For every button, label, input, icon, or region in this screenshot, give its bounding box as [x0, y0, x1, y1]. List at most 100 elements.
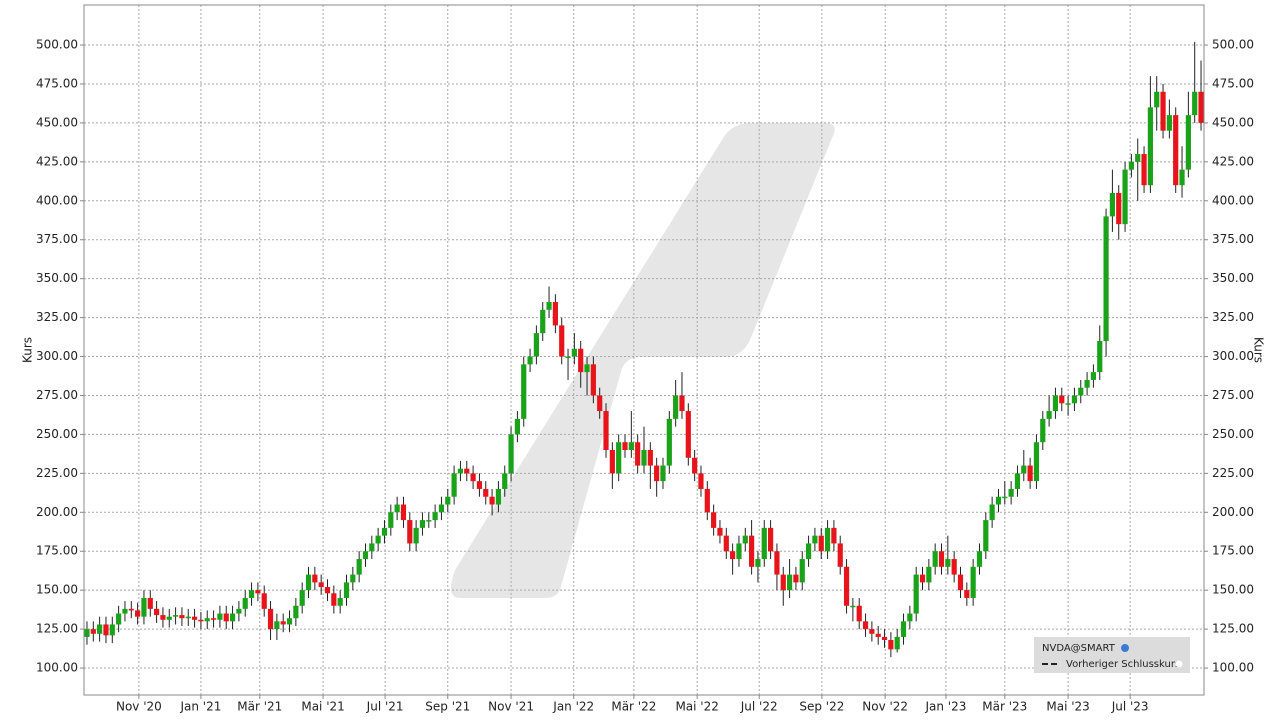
candle-body: [622, 442, 628, 450]
candle-body: [533, 333, 539, 357]
candle-body: [451, 473, 457, 497]
x-tick-label: Sep '22: [799, 700, 844, 714]
candle-body: [90, 629, 96, 634]
candle-body: [862, 621, 869, 630]
candle-body: [299, 590, 305, 606]
y-tick-label: 100.00: [36, 661, 78, 675]
y2-tick-label: 100.00: [1212, 661, 1254, 675]
candle-body: [172, 615, 179, 617]
candle-body: [1141, 154, 1147, 186]
candle-body: [1071, 395, 1078, 404]
y-axis-label: Kurs: [21, 337, 35, 363]
candle-body: [1027, 465, 1033, 482]
candle-body: [970, 566, 976, 598]
candle-body: [786, 574, 793, 591]
candle-body: [749, 535, 755, 567]
y2-tick-label: 225.00: [1212, 466, 1254, 480]
candle-body: [464, 468, 470, 474]
candle-body: [679, 395, 685, 412]
y2-tick-label: 200.00: [1212, 505, 1254, 519]
candle-body: [894, 636, 900, 650]
y-tick-label: 150.00: [36, 583, 78, 597]
candle-body: [767, 527, 774, 552]
candle-body: [337, 597, 343, 606]
candle-body: [1198, 91, 1204, 123]
candle-body: [407, 520, 413, 544]
candle-body: [476, 481, 483, 489]
candle-body: [274, 621, 280, 630]
candle-body: [913, 574, 919, 614]
candle-body: [147, 597, 153, 609]
candle-body: [1059, 395, 1065, 404]
candle-body: [793, 574, 799, 583]
candle-body: [609, 449, 615, 474]
candle-body: [723, 535, 729, 552]
candle-body: [812, 535, 818, 544]
candle-body: [647, 449, 653, 466]
candle-body: [888, 640, 894, 650]
candle-body: [926, 566, 932, 583]
candle-body: [1160, 91, 1166, 131]
candle-body: [856, 605, 862, 622]
candle-body: [900, 621, 907, 637]
candle-body: [932, 551, 938, 567]
candle-body: [831, 527, 837, 544]
candle-body: [571, 348, 577, 357]
candle-body: [1008, 488, 1014, 497]
candle-body: [426, 520, 432, 522]
candle-body: [843, 566, 850, 606]
candle-body: [356, 559, 362, 575]
y-tick-label: 425.00: [36, 154, 78, 168]
candle-body: [438, 504, 445, 513]
y-tick-label: 450.00: [36, 115, 78, 129]
candle-body: [578, 348, 584, 373]
x-tick-label: Mai '23: [1046, 700, 1089, 714]
candle-body: [1173, 115, 1179, 186]
candle-body: [1116, 192, 1122, 225]
candle-body: [369, 543, 375, 552]
x-tick-label: Mär '23: [982, 700, 1027, 714]
candle-body: [597, 395, 603, 412]
candle-body: [1014, 473, 1021, 489]
legend-box: [1034, 637, 1190, 673]
y2-tick-label: 375.00: [1212, 232, 1254, 246]
candle-body: [590, 364, 596, 396]
candle-body: [616, 442, 622, 474]
y2-tick-label: 275.00: [1212, 388, 1254, 402]
candle-body: [774, 551, 780, 575]
x-tick-label: Jan '22: [552, 700, 594, 714]
candle-body: [1166, 115, 1172, 131]
candle-body: [1040, 418, 1046, 443]
candle-body: [495, 488, 502, 505]
candle-body: [1109, 192, 1116, 217]
candle-body: [673, 395, 679, 419]
x-tick-label: Nov '20: [116, 700, 162, 714]
legend-entry: Vorheriger Schlusskurs: [1066, 659, 1180, 670]
y2-tick-label: 175.00: [1212, 544, 1254, 558]
plot-frame: [83, 4, 1205, 696]
candle-body: [97, 624, 103, 634]
y-tick-label: 500.00: [36, 38, 78, 52]
candle-body: [875, 633, 881, 637]
candle-body: [559, 325, 565, 357]
candle-body: [432, 512, 438, 521]
candle-body: [761, 527, 767, 560]
y2-tick-label: 500.00: [1212, 38, 1254, 52]
candle-body: [236, 608, 242, 614]
candle-body: [711, 512, 717, 528]
candle-body: [185, 616, 191, 619]
candle-body: [869, 629, 875, 634]
candle-body: [109, 624, 115, 636]
candle-body: [527, 356, 533, 365]
candle-body: [1179, 169, 1185, 186]
candle-body: [419, 520, 426, 528]
candle-body: [818, 535, 824, 552]
candle-body: [141, 597, 147, 617]
candle-body: [989, 504, 995, 521]
candle-body: [666, 418, 672, 466]
x-tick-label: Jul '21: [366, 700, 404, 714]
candle-body: [445, 496, 451, 505]
candle-body: [229, 613, 236, 622]
y-tick-label: 250.00: [36, 427, 78, 441]
legend-icon: [1121, 644, 1129, 652]
